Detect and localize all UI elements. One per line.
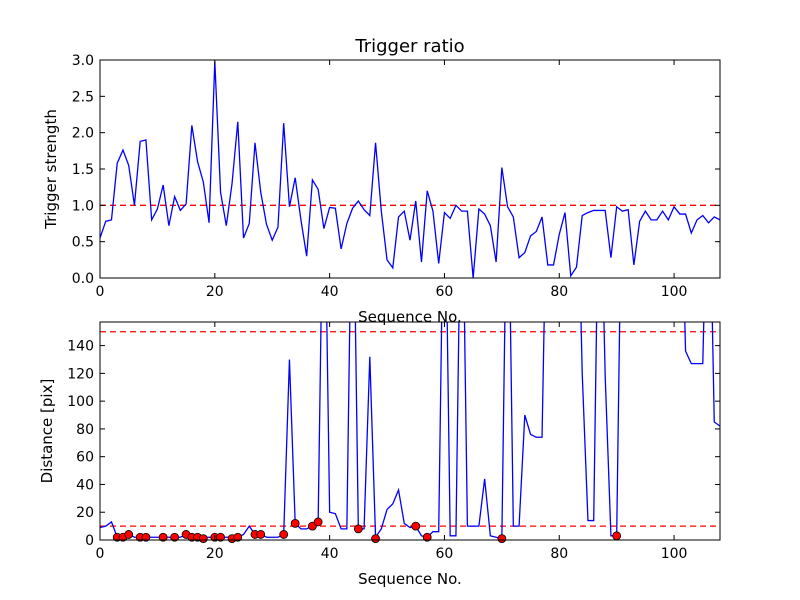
data-point-marker xyxy=(158,532,168,542)
x-axis-label: Sequence No. xyxy=(358,570,462,588)
y-tick-label: 2.0 xyxy=(72,126,94,142)
y-tick-label: 100 xyxy=(67,394,94,410)
data-point-marker xyxy=(353,524,363,534)
plot-frame xyxy=(99,321,721,541)
data-point-marker xyxy=(256,530,266,539)
data-point-marker xyxy=(170,532,180,542)
y-axis-label: Trigger strength xyxy=(42,109,60,230)
x-tick-label: 60 xyxy=(436,546,454,562)
y-tick-label: 80 xyxy=(76,422,94,438)
x-tick-label: 20 xyxy=(206,546,224,562)
detection-markers xyxy=(112,517,622,544)
x-tick-label: 0 xyxy=(96,284,105,300)
data-point-marker xyxy=(313,517,323,527)
y-tick-label: 60 xyxy=(76,450,94,466)
data-point-marker xyxy=(233,532,243,542)
threshold-lines xyxy=(100,331,720,527)
x-tick-label: 40 xyxy=(321,546,339,562)
x-tick-label: 80 xyxy=(550,546,568,562)
y-tick-label: 40 xyxy=(76,477,94,493)
y-tick-label: 1.0 xyxy=(72,198,94,214)
data-point-marker xyxy=(612,531,622,541)
x-tick-label: 100 xyxy=(661,284,688,300)
data-point-marker xyxy=(422,532,432,542)
x-tick-label: 60 xyxy=(436,284,454,300)
y-tick-label: 1.5 xyxy=(72,162,94,178)
x-tick-label: 80 xyxy=(550,284,568,300)
data-point-marker xyxy=(216,532,225,542)
y-tick-label: 3.0 xyxy=(72,53,94,69)
data-point-marker xyxy=(124,530,134,539)
y-tick-label: 0.0 xyxy=(72,271,94,287)
chart-title: Trigger ratio xyxy=(354,36,464,57)
data-point-marker xyxy=(371,534,380,544)
x-tick-label: 20 xyxy=(206,284,224,300)
data-point-marker xyxy=(279,530,289,539)
x-axis-label: Sequence No. xyxy=(358,308,462,326)
x-axis-ticks: 0 20 40 60 80 100 xyxy=(96,60,688,300)
data-point-marker xyxy=(290,518,300,528)
y-tick-label: 2.5 xyxy=(72,89,94,105)
y-tick-label: 120 xyxy=(67,366,94,382)
data-point-marker xyxy=(198,534,208,544)
y-tick-label: 140 xyxy=(67,339,94,355)
trigger-strength-line xyxy=(100,61,720,278)
y-axis-ticks: 0 20 40 60 80 100 120 140 xyxy=(67,339,720,549)
data-point-marker xyxy=(411,521,421,531)
x-axis-ticks: 0 20 40 60 80 100 xyxy=(96,322,688,562)
distance-plot: 0 20 40 60 80 100 0 20 40 60 80 100 120 140 Sequence… xyxy=(38,321,721,588)
y-axis-label: Distance [pix] xyxy=(38,379,56,484)
x-tick-label: 0 xyxy=(96,546,105,562)
data-point-marker xyxy=(497,534,507,544)
data-point-marker xyxy=(141,532,151,542)
x-tick-label: 100 xyxy=(661,546,688,562)
y-axis-ticks: 0.0 0.5 1.0 1.5 2.0 2.5 3.0 xyxy=(72,53,720,287)
y-tick-label: 0.5 xyxy=(72,235,94,251)
x-tick-label: 40 xyxy=(321,284,339,300)
y-tick-label: 0 xyxy=(85,533,94,549)
y-tick-label: 20 xyxy=(76,505,94,521)
